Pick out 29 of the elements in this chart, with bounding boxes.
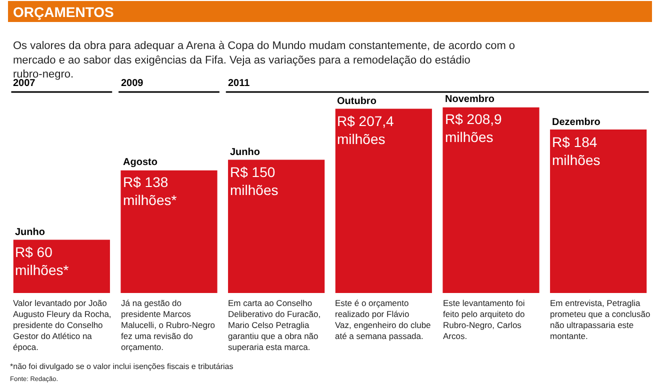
x-tick-label: Outubro	[337, 96, 376, 107]
text: Já na gestão do presidente Marcos Malucelli, o Rubro-Negro fez uma revisão do orçamento.	[121, 298, 216, 352]
data-label: R$ 138 milhões*	[123, 174, 178, 208]
text: 2009	[121, 78, 144, 89]
data-label: R$ 150 milhões	[230, 164, 278, 198]
x-tick-label: Junho	[15, 227, 45, 238]
text: Este levantamento foi feito pelo arquiteto do Rubro-Negro, Carlos Arcos.	[443, 298, 526, 342]
x-tick-label: Junho	[230, 147, 260, 158]
data-label: R$ 184 milhões	[552, 134, 600, 168]
bar	[442, 107, 540, 293]
text: 2011	[228, 78, 250, 89]
x-tick-label: Dezembro	[552, 117, 600, 128]
text: Em carta ao Conselho Deliberativo do Furacão, Mario Celso Petraglia garantiu que a obra não superaria esta marca.	[228, 298, 321, 352]
text: Valor levantado por João Augusto Fleury da Rocha, presidente do Conselho Gestor do Atlético na época.	[13, 298, 112, 352]
bar	[120, 170, 218, 293]
bar	[228, 160, 325, 293]
text: Em entrevista, Petraglia prometeu que a conclusão não ultrapassaria este montante.	[550, 298, 650, 342]
data-label: R$ 208,9 milhões	[445, 111, 502, 146]
data-label: R$ 207,4 milhões	[337, 113, 394, 148]
chart-title: ORÇAMENTOS	[13, 4, 114, 20]
bar	[550, 130, 647, 293]
x-tick-label: Novembro	[445, 94, 494, 105]
text: Este é o orçamento realizado por Flávio Vaz, engenheiro do clube até a semana passada.	[335, 298, 432, 342]
x-tick-label: Agosto	[123, 157, 158, 168]
text: *não foi divulgado se o valor inclui isenções fiscais e tributárias	[10, 362, 234, 371]
data-label: R$ 60 milhões*	[15, 244, 70, 278]
bar	[335, 108, 432, 293]
bar	[13, 240, 110, 293]
text: 2007	[13, 78, 36, 89]
